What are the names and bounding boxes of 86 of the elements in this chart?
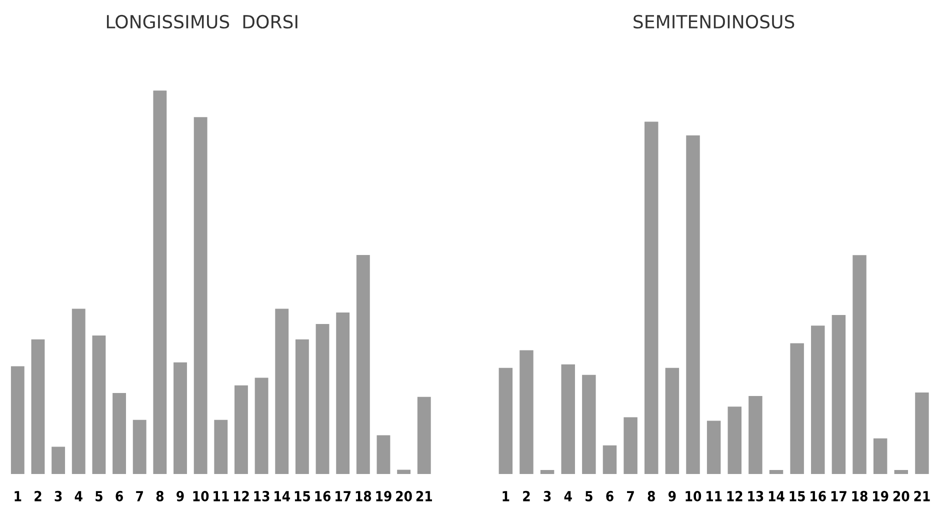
- bar: [852, 255, 866, 474]
- bar: [316, 324, 330, 474]
- x-tick-label: 9: [176, 490, 184, 502]
- x-tick-label: 13: [748, 490, 764, 502]
- bar: [336, 312, 350, 474]
- chart-title: LONGISSIMUS DORSI: [106, 14, 298, 29]
- bar: [790, 343, 804, 474]
- x-tick-label: 10: [193, 490, 209, 502]
- x-tick-label: 3: [544, 490, 551, 502]
- x-tick-label: 18: [356, 490, 372, 502]
- bar: [174, 362, 187, 474]
- x-tick-label: 2: [523, 490, 530, 502]
- x-tick-label: 5: [96, 491, 102, 502]
- x-tick-label: 20: [893, 490, 910, 502]
- bar: [561, 364, 575, 474]
- x-tick-label: 19: [873, 490, 888, 502]
- x-tick-label: 18: [852, 490, 868, 502]
- x-tick-label: 2: [34, 490, 42, 502]
- bar: [153, 90, 167, 474]
- bar: [234, 385, 248, 474]
- bar: [769, 470, 784, 474]
- x-tick-label: 11: [214, 491, 229, 502]
- x-tick-label: 12: [727, 490, 742, 502]
- bar: [31, 339, 45, 474]
- bar: [665, 368, 680, 474]
- bar: [728, 406, 742, 474]
- x-tick-label: 15: [790, 491, 805, 502]
- bar: [832, 315, 846, 474]
- bar: [602, 445, 617, 474]
- bar: [748, 396, 762, 474]
- x-tick-label: 6: [116, 490, 123, 502]
- x-tick-label: 16: [315, 490, 331, 502]
- chart-title: SEMITENDINOSUS: [634, 14, 794, 29]
- x-tick-label: 4: [564, 491, 572, 502]
- x-tick-label: 7: [627, 491, 634, 502]
- bar: [582, 374, 596, 474]
- bar: [498, 368, 513, 474]
- bar: [52, 446, 66, 474]
- x-tick-label: 6: [606, 490, 614, 502]
- bar: [520, 350, 534, 474]
- x-tick-label: 21: [416, 490, 432, 502]
- bar: [624, 417, 638, 474]
- bar: [10, 366, 24, 474]
- x-tick-label: 19: [376, 490, 392, 502]
- x-tick-label: 7: [136, 491, 143, 502]
- x-tick-label: 17: [336, 491, 351, 502]
- x-tick-label: 15: [294, 491, 310, 502]
- x-tick-label: 13: [254, 490, 270, 502]
- bar: [894, 470, 908, 474]
- bar: [295, 339, 309, 474]
- bar: [540, 470, 554, 474]
- bar: [132, 420, 146, 474]
- bar: [811, 326, 825, 474]
- bar: [397, 470, 411, 474]
- bar: [92, 336, 106, 474]
- x-tick-label: 20: [396, 490, 412, 502]
- bar: [686, 135, 700, 474]
- bar: [194, 117, 208, 474]
- bar: [275, 308, 289, 474]
- bar: [376, 435, 390, 474]
- bar: [214, 420, 228, 474]
- bar: [254, 378, 268, 474]
- x-tick-label: 4: [74, 491, 82, 502]
- bar: [873, 438, 888, 474]
- x-tick-label: 1: [502, 491, 510, 502]
- bar: [72, 308, 86, 474]
- bar: [112, 393, 126, 474]
- bar: [417, 396, 431, 474]
- x-tick-label: 14: [274, 491, 290, 502]
- x-tick-label: 12: [234, 490, 249, 502]
- x-tick-label: 11: [706, 491, 722, 502]
- x-tick-label: 21: [914, 490, 930, 502]
- x-tick-label: 8: [156, 490, 164, 502]
- x-tick-label: 5: [586, 491, 592, 502]
- x-tick-label: 14: [768, 491, 784, 502]
- x-tick-label: 9: [668, 490, 676, 502]
- x-tick-label: 16: [810, 490, 826, 502]
- bar: [644, 122, 658, 474]
- bar: [356, 255, 370, 474]
- x-tick-label: 3: [54, 490, 62, 502]
- x-tick-label: 1: [14, 491, 22, 502]
- bar: [915, 392, 929, 474]
- x-tick-label: 10: [686, 490, 702, 502]
- x-tick-label: 17: [831, 491, 846, 502]
- bar: [706, 420, 721, 474]
- x-tick-label: 8: [648, 490, 655, 502]
